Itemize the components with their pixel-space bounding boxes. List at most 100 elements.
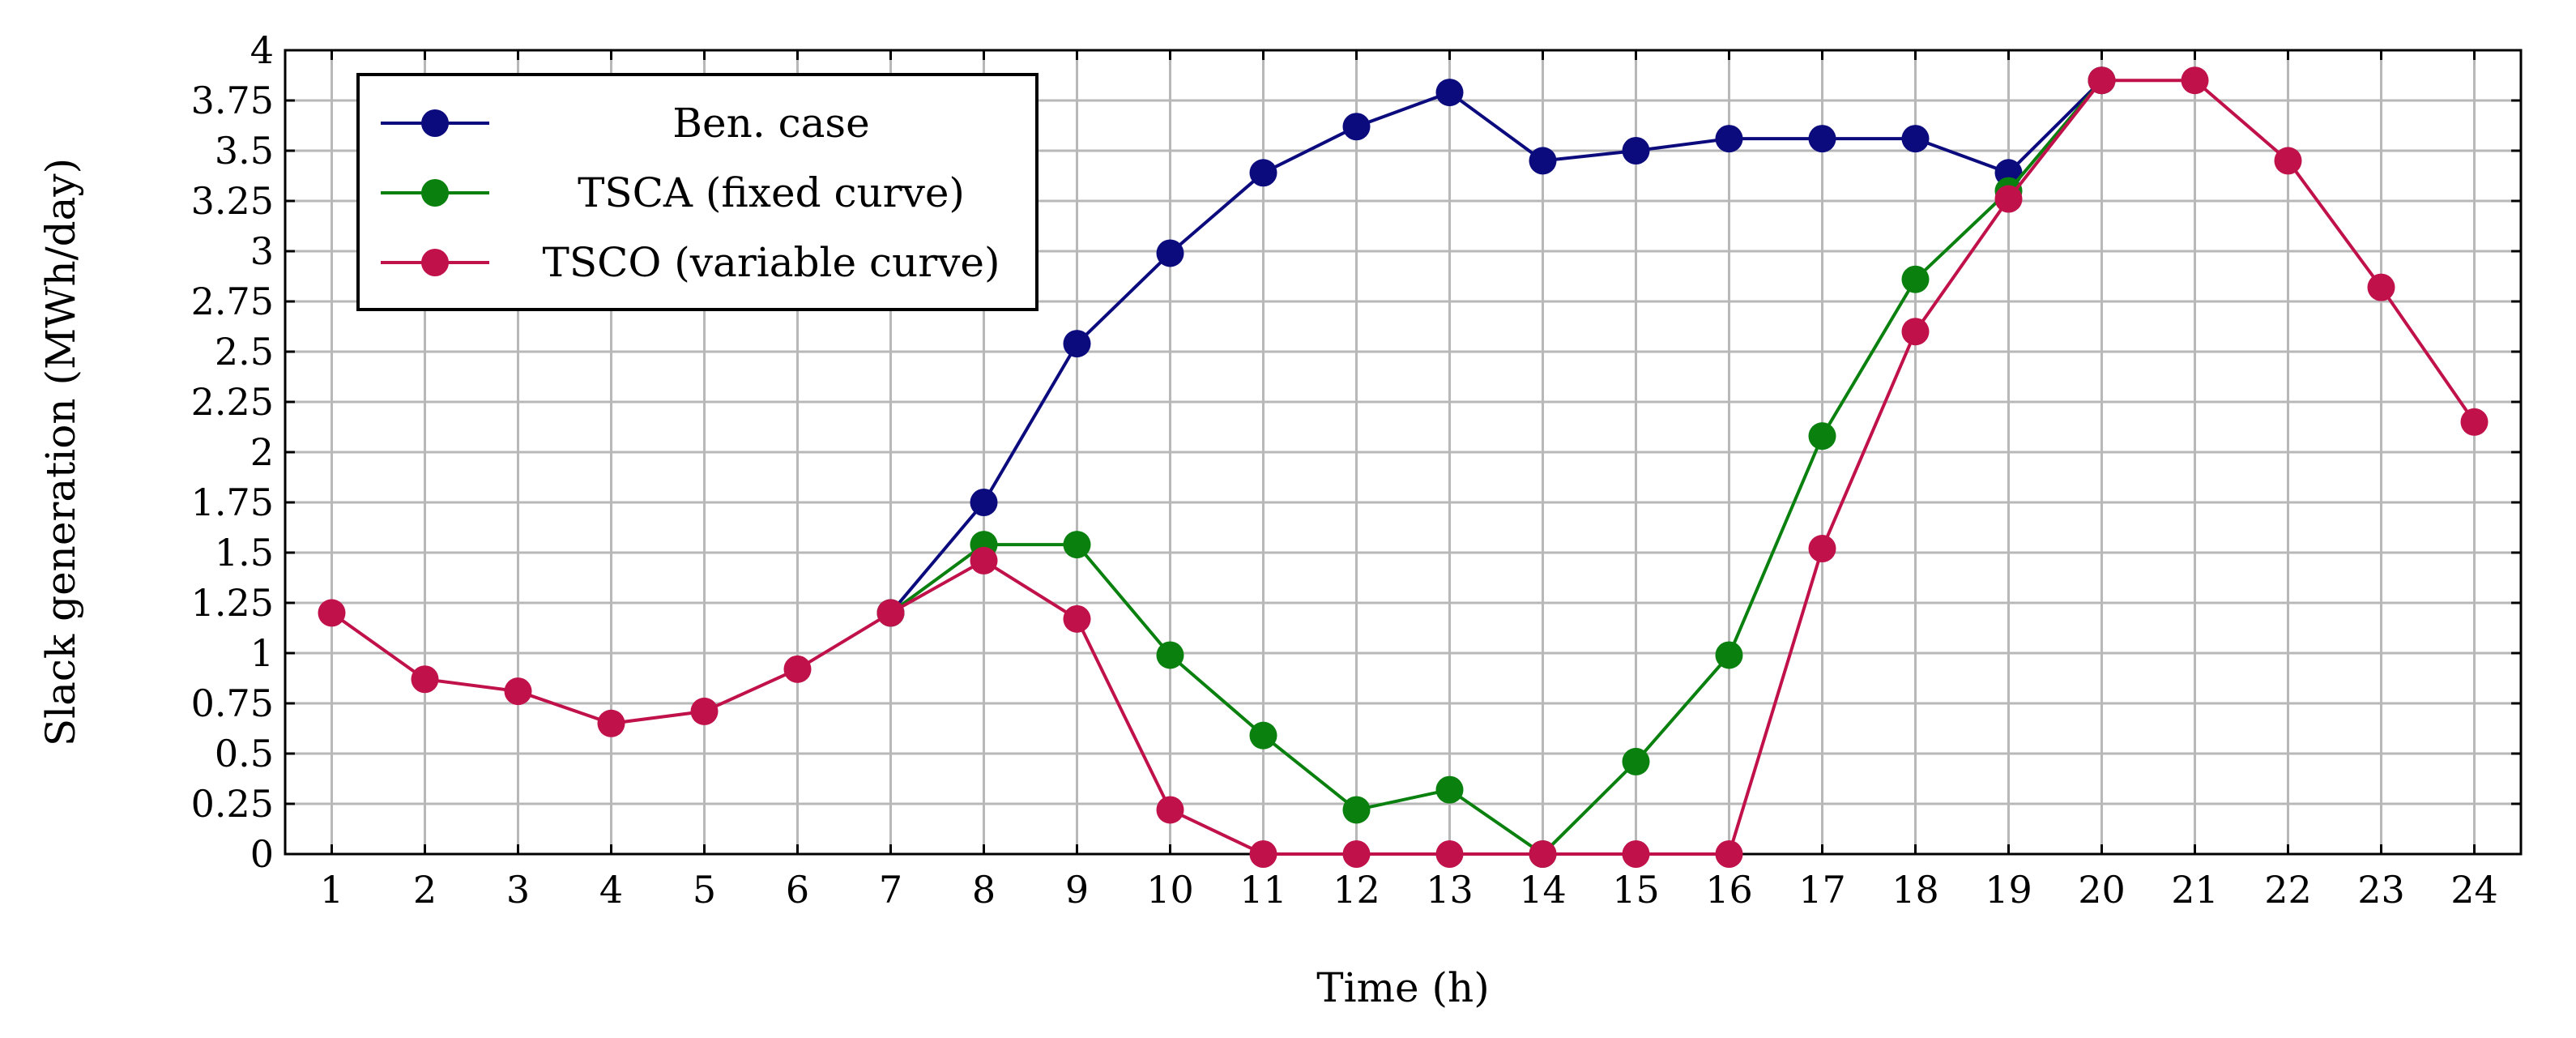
data-point: [318, 599, 346, 627]
x-tick-label: 23: [2357, 868, 2405, 912]
data-point: [1994, 185, 2023, 213]
data-point: [1435, 775, 1464, 804]
x-tick-label: 10: [1146, 868, 1194, 912]
data-point: [1808, 422, 1836, 451]
data-point: [1156, 641, 1184, 669]
x-tick-label: 3: [506, 868, 530, 912]
y-tick-label: 1.25: [191, 581, 274, 625]
x-tick-label: 9: [1065, 868, 1089, 912]
x-tick-label: 14: [1519, 868, 1567, 912]
y-tick-label: 1.5: [215, 531, 274, 575]
data-point: [1715, 840, 1743, 868]
data-point: [597, 709, 625, 737]
y-tick-label: 4: [250, 28, 274, 72]
data-point: [1622, 137, 1650, 164]
legend-item: TSCA (fixed curve): [381, 169, 965, 216]
x-tick-label: 2: [413, 868, 437, 912]
y-tick-label: 3: [250, 229, 274, 273]
x-tick-label: 8: [972, 868, 996, 912]
x-tick-label: 17: [1798, 868, 1846, 912]
data-point: [1901, 318, 1930, 346]
x-axis-label: Time (h): [1316, 964, 1489, 1011]
legend-item: Ben. case: [381, 100, 870, 147]
y-axis-label: Slack generation (MWh/day): [37, 158, 84, 746]
series-line: [889, 79, 2103, 614]
x-tick-label: 24: [2450, 868, 2498, 912]
data-point: [1156, 796, 1184, 824]
x-tick-label: 20: [2078, 868, 2126, 912]
series-layer: [318, 66, 2489, 868]
data-point: [690, 697, 719, 725]
data-point: [1622, 747, 1650, 775]
data-point: [1901, 265, 1930, 293]
series-2: [318, 66, 2489, 868]
data-point: [1435, 840, 1464, 868]
data-point: [1715, 125, 1743, 153]
series-line: [331, 79, 2476, 856]
x-tick-label: 19: [1985, 868, 2032, 912]
data-point: [1529, 147, 1557, 175]
legend-marker: [421, 249, 449, 276]
data-point: [2181, 66, 2209, 95]
x-tick-label: 1: [320, 868, 343, 912]
data-point: [876, 599, 905, 627]
y-tick-label: 2.75: [191, 280, 274, 323]
x-tick-label: 5: [693, 868, 716, 912]
x-tick-label: 18: [1891, 868, 1939, 912]
y-tick-label: 0.25: [191, 782, 274, 826]
x-tick-label: 22: [2264, 868, 2312, 912]
y-tick-label: 3.75: [191, 79, 274, 122]
y-tick-label: 1.75: [191, 481, 274, 524]
data-point: [1249, 840, 1277, 868]
data-point: [1808, 535, 1836, 563]
x-tick-label: 21: [2171, 868, 2219, 912]
legend-marker: [421, 109, 449, 137]
legend-label: Ben. case: [672, 100, 869, 147]
data-point: [1435, 79, 1464, 107]
x-tick-label: 11: [1239, 868, 1287, 912]
data-point: [1249, 721, 1277, 750]
legend-marker: [421, 179, 449, 207]
legend-label: TSCO (variable curve): [543, 239, 1000, 286]
series-line: [889, 79, 2104, 856]
data-point: [970, 546, 998, 575]
data-point: [1342, 840, 1371, 868]
legend: Ben. case TSCA (fixed curve) TSCO (variabl…: [356, 73, 1039, 311]
data-point: [2367, 273, 2395, 301]
x-tick-label: 12: [1333, 868, 1380, 912]
y-tick-label: 0.75: [191, 681, 274, 725]
x-tick-label: 15: [1612, 868, 1660, 912]
data-point: [1715, 641, 1743, 669]
data-point: [411, 665, 439, 694]
data-point: [2088, 66, 2116, 95]
x-tick-label: 4: [599, 868, 623, 912]
y-tick-label: 1: [250, 631, 274, 675]
data-point: [1529, 840, 1557, 868]
x-tick-label: 16: [1705, 868, 1753, 912]
data-point: [1342, 113, 1371, 141]
data-point: [970, 489, 998, 516]
series-1: [876, 66, 2116, 868]
data-point: [1622, 840, 1650, 868]
x-tick-label: 7: [879, 868, 902, 912]
data-point: [2274, 147, 2302, 175]
data-point: [1342, 796, 1371, 824]
data-point: [1808, 125, 1836, 153]
data-point: [504, 677, 532, 706]
legend-item: TSCO (variable curve): [381, 239, 1000, 286]
data-point: [2460, 408, 2489, 436]
data-point: [1249, 159, 1277, 187]
data-point: [1063, 604, 1091, 633]
data-point: [1063, 531, 1091, 559]
y-tick-label: 3.5: [215, 129, 274, 173]
y-tick-label: 3.25: [191, 179, 274, 223]
x-tick-label: 6: [786, 868, 809, 912]
data-point: [1063, 330, 1091, 358]
data-point: [1901, 125, 1930, 153]
y-tick-label: 2: [250, 430, 274, 474]
x-tick-label: 13: [1426, 868, 1474, 912]
y-tick-label: 2.25: [191, 380, 274, 424]
y-tick-label: 0.5: [215, 732, 274, 775]
